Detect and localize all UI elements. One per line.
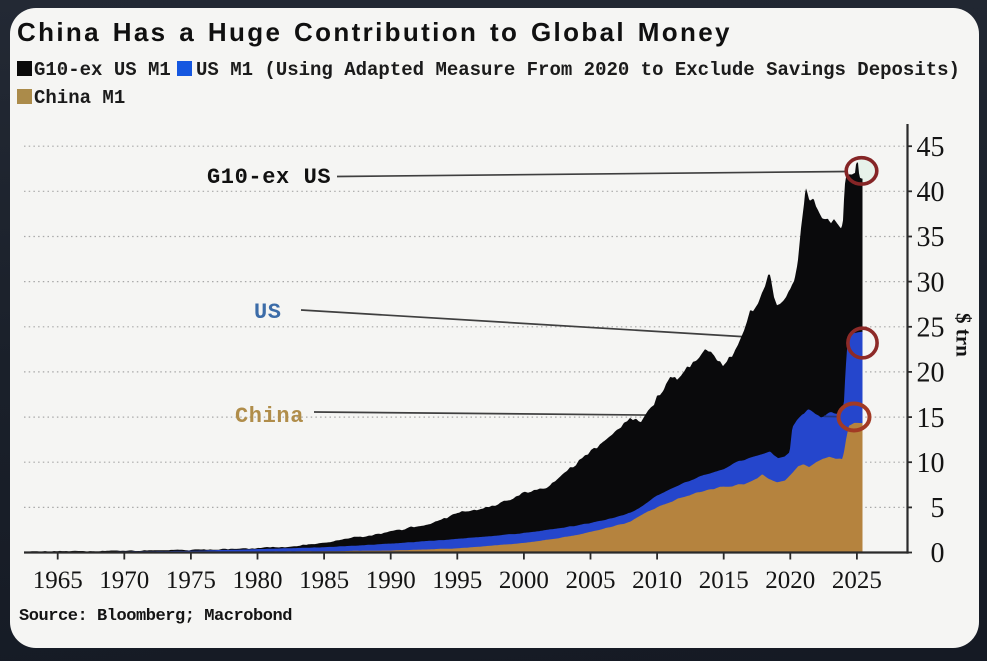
svg-text:20: 20 xyxy=(917,358,945,389)
svg-text:1965: 1965 xyxy=(33,567,83,594)
svg-text:15: 15 xyxy=(917,403,945,434)
svg-text:5: 5 xyxy=(931,493,945,524)
svg-text:2015: 2015 xyxy=(699,567,749,594)
svg-text:2010: 2010 xyxy=(632,567,682,594)
svg-text:1990: 1990 xyxy=(366,567,416,594)
svg-text:0: 0 xyxy=(931,538,945,569)
svg-text:45: 45 xyxy=(917,132,945,163)
svg-text:2000: 2000 xyxy=(499,567,549,594)
svg-text:10: 10 xyxy=(917,448,945,479)
svg-text:$ trn: $ trn xyxy=(952,313,976,357)
svg-text:1975: 1975 xyxy=(166,567,216,594)
svg-text:2025: 2025 xyxy=(832,567,882,594)
svg-text:G10-ex US: G10-ex US xyxy=(207,165,331,190)
svg-text:1980: 1980 xyxy=(233,567,283,594)
svg-text:30: 30 xyxy=(917,267,945,298)
svg-text:1970: 1970 xyxy=(99,567,149,594)
svg-text:40: 40 xyxy=(917,177,945,208)
svg-text:2005: 2005 xyxy=(566,567,616,594)
svg-text:1995: 1995 xyxy=(432,567,482,594)
svg-text:35: 35 xyxy=(917,222,945,253)
svg-text:China: China xyxy=(235,404,304,429)
svg-text:25: 25 xyxy=(917,312,945,343)
svg-text:US: US xyxy=(254,300,282,325)
svg-text:1985: 1985 xyxy=(299,567,349,594)
svg-text:2020: 2020 xyxy=(765,567,815,594)
